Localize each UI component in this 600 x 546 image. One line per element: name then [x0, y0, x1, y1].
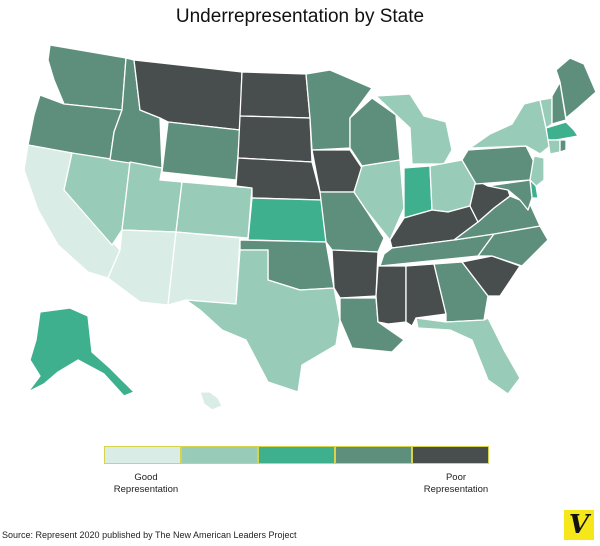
- state-FL: [415, 317, 521, 395]
- state-CO: [175, 181, 253, 239]
- legend-swatch-1: [104, 446, 181, 464]
- map-title: Underrepresentation by State: [175, 6, 425, 27]
- state-AK: [27, 307, 135, 397]
- legend-swatch-4: [335, 446, 412, 464]
- state-NM: [167, 231, 241, 306]
- state-MS: [375, 265, 407, 325]
- state-HI: [199, 391, 223, 411]
- state-NH: [551, 81, 567, 125]
- source-credit: Source: Represent 2020 published by The …: [2, 530, 297, 540]
- state-WA: [47, 44, 127, 111]
- state-TX: [185, 249, 341, 393]
- state-NJ: [529, 155, 545, 189]
- state-AZ: [107, 229, 177, 306]
- state-WY: [161, 121, 241, 181]
- state-IN: [403, 165, 433, 219]
- legend-poor-label: Poor Representation: [423, 472, 489, 495]
- vox-logo: V: [564, 510, 594, 540]
- state-SD: [237, 115, 313, 163]
- state-AR: [331, 249, 379, 299]
- legend-swatch-2: [181, 446, 258, 464]
- state-CT: [547, 139, 561, 155]
- state-ND: [239, 71, 311, 119]
- state-PA: [461, 145, 535, 185]
- us-choropleth-map: [23, 44, 597, 411]
- logo-letter: V: [568, 510, 590, 540]
- legend: [104, 446, 489, 466]
- state-NY: [469, 99, 551, 155]
- state-MD: [487, 179, 533, 211]
- legend-swatch-5: [412, 446, 489, 464]
- legend-good-label: Good Representation: [113, 472, 179, 495]
- state-ME: [555, 57, 597, 119]
- state-IA: [311, 149, 363, 193]
- state-SC: [461, 255, 521, 297]
- legend-swatch-3: [258, 446, 335, 464]
- state-KS: [247, 197, 327, 243]
- state-MI: [375, 93, 453, 165]
- state-RI: [559, 139, 567, 153]
